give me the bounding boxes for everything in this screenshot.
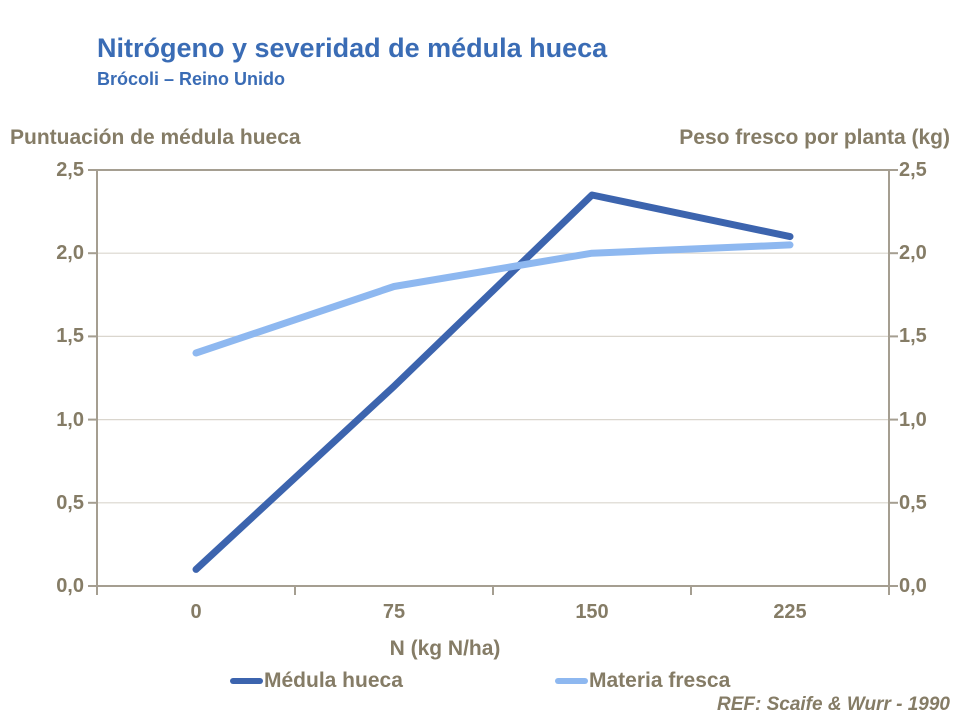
plot-area [88,169,898,595]
legend-swatch-materia-fresca [555,678,588,684]
x-axis-label: 225 [773,601,807,623]
y-axis-label-left: 1,5 [56,325,84,348]
y-axis-label-right: 2,0 [899,242,927,265]
x-axis-label: 75 [382,601,406,623]
reference-note: REF: Scaife & Wurr - 1990 [716,694,950,715]
legend-item-medula-hueca: Médula hueca [230,669,403,693]
legend-item-materia-fresca: Materia fresca [555,669,730,693]
x-axis-label: 150 [575,601,609,623]
y-axis-label-left: 1,0 [56,408,84,431]
chart-subtitle: Brócoli – Reino Unido [97,68,286,89]
x-axis-title: N (kg N/ha) [389,637,501,660]
legend-label-materia-fresca: Materia fresca [589,669,731,692]
y-axis-label-right: 0,5 [899,491,927,514]
y-axis-label-right: 2,5 [899,159,927,181]
left-axis-title: Puntuación de médula hueca [10,126,301,149]
y-axis-label-right: 0,0 [899,575,927,597]
legend-label-medula-hueca: Médula hueca [264,669,403,692]
chart-plot-svg [88,169,898,595]
legend-swatch-medula-hueca [230,678,263,684]
right-axis-title: Peso fresco por planta (kg) [679,126,950,149]
y-axis-label-left: 2,5 [56,159,84,181]
x-axis-label: 0 [190,601,202,623]
y-axis-label-right: 1,0 [899,408,927,431]
chart-title: Nitrógeno y severidad de médula hueca [97,33,608,63]
y-axis-label-left: 0,5 [56,491,84,514]
header: Nitrógeno y severidad de médula hueca Br… [97,33,608,90]
y-axis-label-right: 1,5 [899,325,927,348]
y-axis-label-left: 2,0 [56,242,84,265]
y-axis-label-left: 0,0 [56,575,84,597]
